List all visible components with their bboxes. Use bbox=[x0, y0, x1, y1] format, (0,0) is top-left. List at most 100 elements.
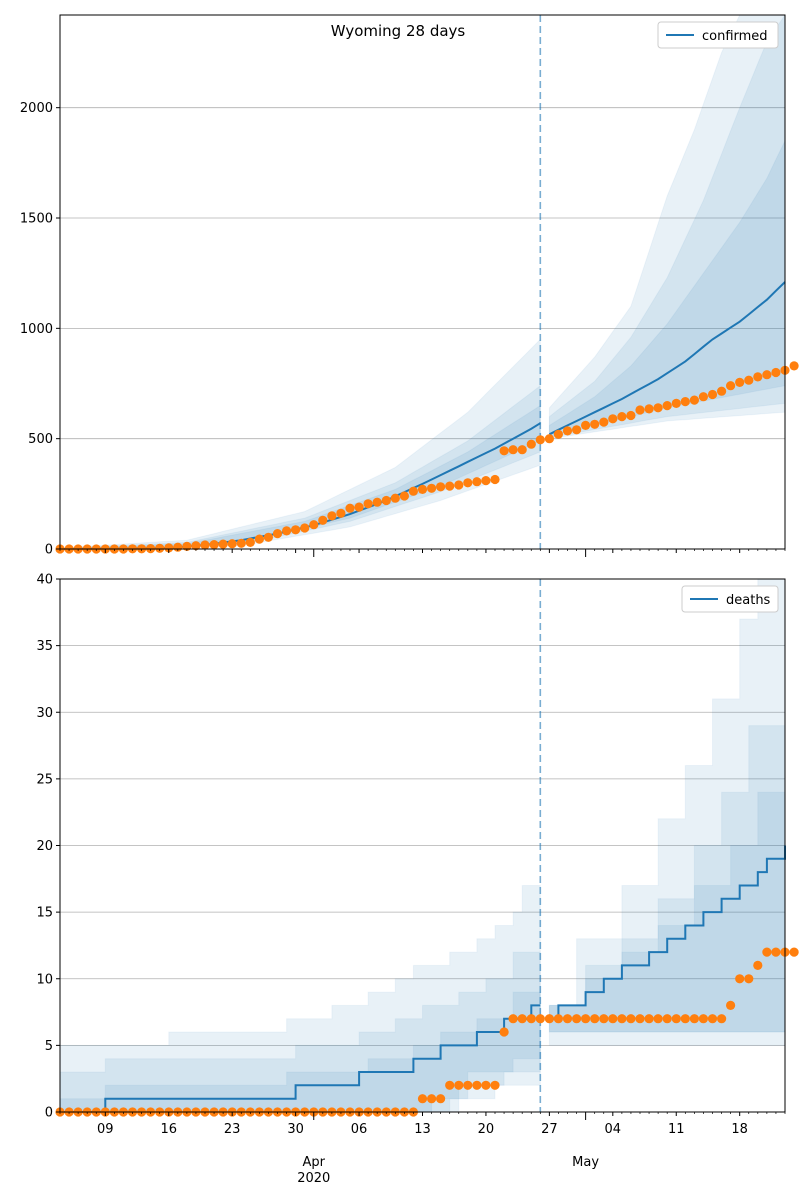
observed-point bbox=[436, 1094, 446, 1104]
observed-point bbox=[572, 1014, 582, 1024]
observed-point bbox=[236, 538, 246, 548]
observed-point bbox=[408, 486, 418, 496]
observed-point bbox=[155, 543, 165, 553]
observed-point bbox=[771, 947, 781, 957]
observed-point bbox=[590, 419, 600, 429]
observed-point bbox=[372, 497, 382, 507]
observed-point bbox=[526, 439, 536, 449]
observed-point bbox=[653, 1014, 663, 1024]
observed-point bbox=[744, 375, 754, 385]
x-tick-label: 27 bbox=[541, 1122, 558, 1137]
deaths-median-line bbox=[60, 845, 786, 1113]
x-tick-label: 20 bbox=[478, 1122, 495, 1137]
x-tick-label: 18 bbox=[731, 1122, 748, 1137]
y-tick-label: 2000 bbox=[20, 101, 53, 116]
deaths-plot-frame bbox=[59, 578, 786, 1113]
observed-point bbox=[789, 361, 799, 371]
observed-point bbox=[581, 420, 591, 430]
observed-point bbox=[526, 1014, 536, 1024]
observed-point bbox=[254, 534, 264, 544]
observed-point bbox=[753, 372, 763, 382]
observed-point bbox=[771, 367, 781, 378]
observed-point bbox=[617, 1014, 627, 1024]
observed-point bbox=[662, 1014, 672, 1024]
observed-point bbox=[345, 503, 355, 513]
observed-point bbox=[472, 477, 482, 487]
observed-point bbox=[535, 1014, 545, 1024]
observed-point bbox=[417, 484, 428, 494]
observed-point bbox=[427, 1094, 437, 1104]
y-tick-label: 0 bbox=[45, 1106, 53, 1121]
observed-point bbox=[762, 370, 772, 380]
observed-point bbox=[191, 541, 201, 551]
observed-point bbox=[399, 491, 409, 501]
observed-point bbox=[227, 539, 237, 549]
observed-point bbox=[263, 532, 273, 542]
observed-point bbox=[454, 1080, 464, 1090]
observed-point bbox=[481, 1080, 491, 1090]
observed-point bbox=[544, 434, 555, 444]
observed-point bbox=[417, 1094, 428, 1104]
observed-point bbox=[680, 1014, 690, 1024]
observed-point bbox=[707, 389, 718, 400]
observed-point bbox=[445, 481, 455, 491]
observed-point bbox=[608, 414, 618, 424]
x-tick-label: 13 bbox=[414, 1122, 431, 1137]
observed-point bbox=[282, 526, 292, 536]
observed-point bbox=[164, 543, 174, 553]
observed-point bbox=[354, 502, 364, 512]
x-tick-label: 06 bbox=[351, 1122, 368, 1137]
y-tick-label: 5 bbox=[45, 1039, 53, 1054]
y-tick-label: 10 bbox=[36, 972, 53, 987]
observed-point bbox=[653, 403, 663, 413]
median-series-line bbox=[549, 845, 786, 1020]
observed-point bbox=[735, 377, 745, 387]
observed-point bbox=[644, 1014, 654, 1024]
observed-point bbox=[707, 1014, 718, 1024]
observed-point bbox=[762, 947, 772, 957]
observed-point bbox=[481, 476, 491, 486]
x-tick-label: 23 bbox=[224, 1122, 241, 1137]
legend-label-deaths: deaths bbox=[726, 593, 771, 608]
observed-point bbox=[753, 960, 763, 971]
legend-label-confirmed: confirmed bbox=[702, 29, 768, 44]
observed-point bbox=[472, 1080, 482, 1090]
confirmed-y-axis: 0 500 1000 1500 2000 bbox=[20, 101, 60, 558]
observed-point bbox=[517, 445, 527, 455]
observed-point bbox=[490, 474, 500, 485]
x-tick-label: 04 bbox=[605, 1122, 622, 1137]
observed-point bbox=[689, 395, 700, 405]
observed-point bbox=[726, 1000, 736, 1011]
legend-box bbox=[657, 21, 779, 49]
observed-point bbox=[327, 511, 337, 521]
deaths-observed-points bbox=[55, 947, 799, 1117]
observed-point bbox=[635, 1014, 645, 1024]
observed-point bbox=[735, 974, 745, 984]
chart-title: Wyoming 28 days bbox=[331, 22, 466, 40]
observed-point bbox=[499, 446, 509, 456]
confirmed-legend: confirmed bbox=[657, 21, 779, 49]
observed-point bbox=[680, 397, 690, 407]
y-tick-label: 1500 bbox=[20, 212, 53, 227]
x-tick-label: 09 bbox=[97, 1122, 114, 1137]
observed-point bbox=[544, 1014, 555, 1024]
observed-point bbox=[535, 435, 545, 445]
observed-point bbox=[698, 1014, 709, 1024]
uncertainty-band bbox=[548, 738, 786, 1033]
observed-point bbox=[508, 445, 518, 455]
observed-point bbox=[626, 1014, 636, 1024]
median-series-line bbox=[548, 281, 786, 436]
deaths-x-axis: 09 16 23 30 06 13 20 27 04 11 18 bbox=[59, 1112, 786, 1137]
observed-point bbox=[599, 1014, 609, 1024]
month-label-may: May bbox=[572, 1155, 599, 1170]
observed-point bbox=[454, 480, 464, 490]
observed-point bbox=[390, 493, 400, 503]
observed-point bbox=[726, 381, 736, 391]
observed-point bbox=[662, 401, 672, 411]
y-tick-label: 15 bbox=[36, 906, 53, 921]
observed-point bbox=[744, 974, 754, 984]
month-label-apr: Apr bbox=[303, 1155, 326, 1170]
confirmed-observed-points bbox=[55, 361, 799, 554]
observed-point bbox=[490, 1080, 500, 1090]
observed-point bbox=[427, 483, 437, 493]
